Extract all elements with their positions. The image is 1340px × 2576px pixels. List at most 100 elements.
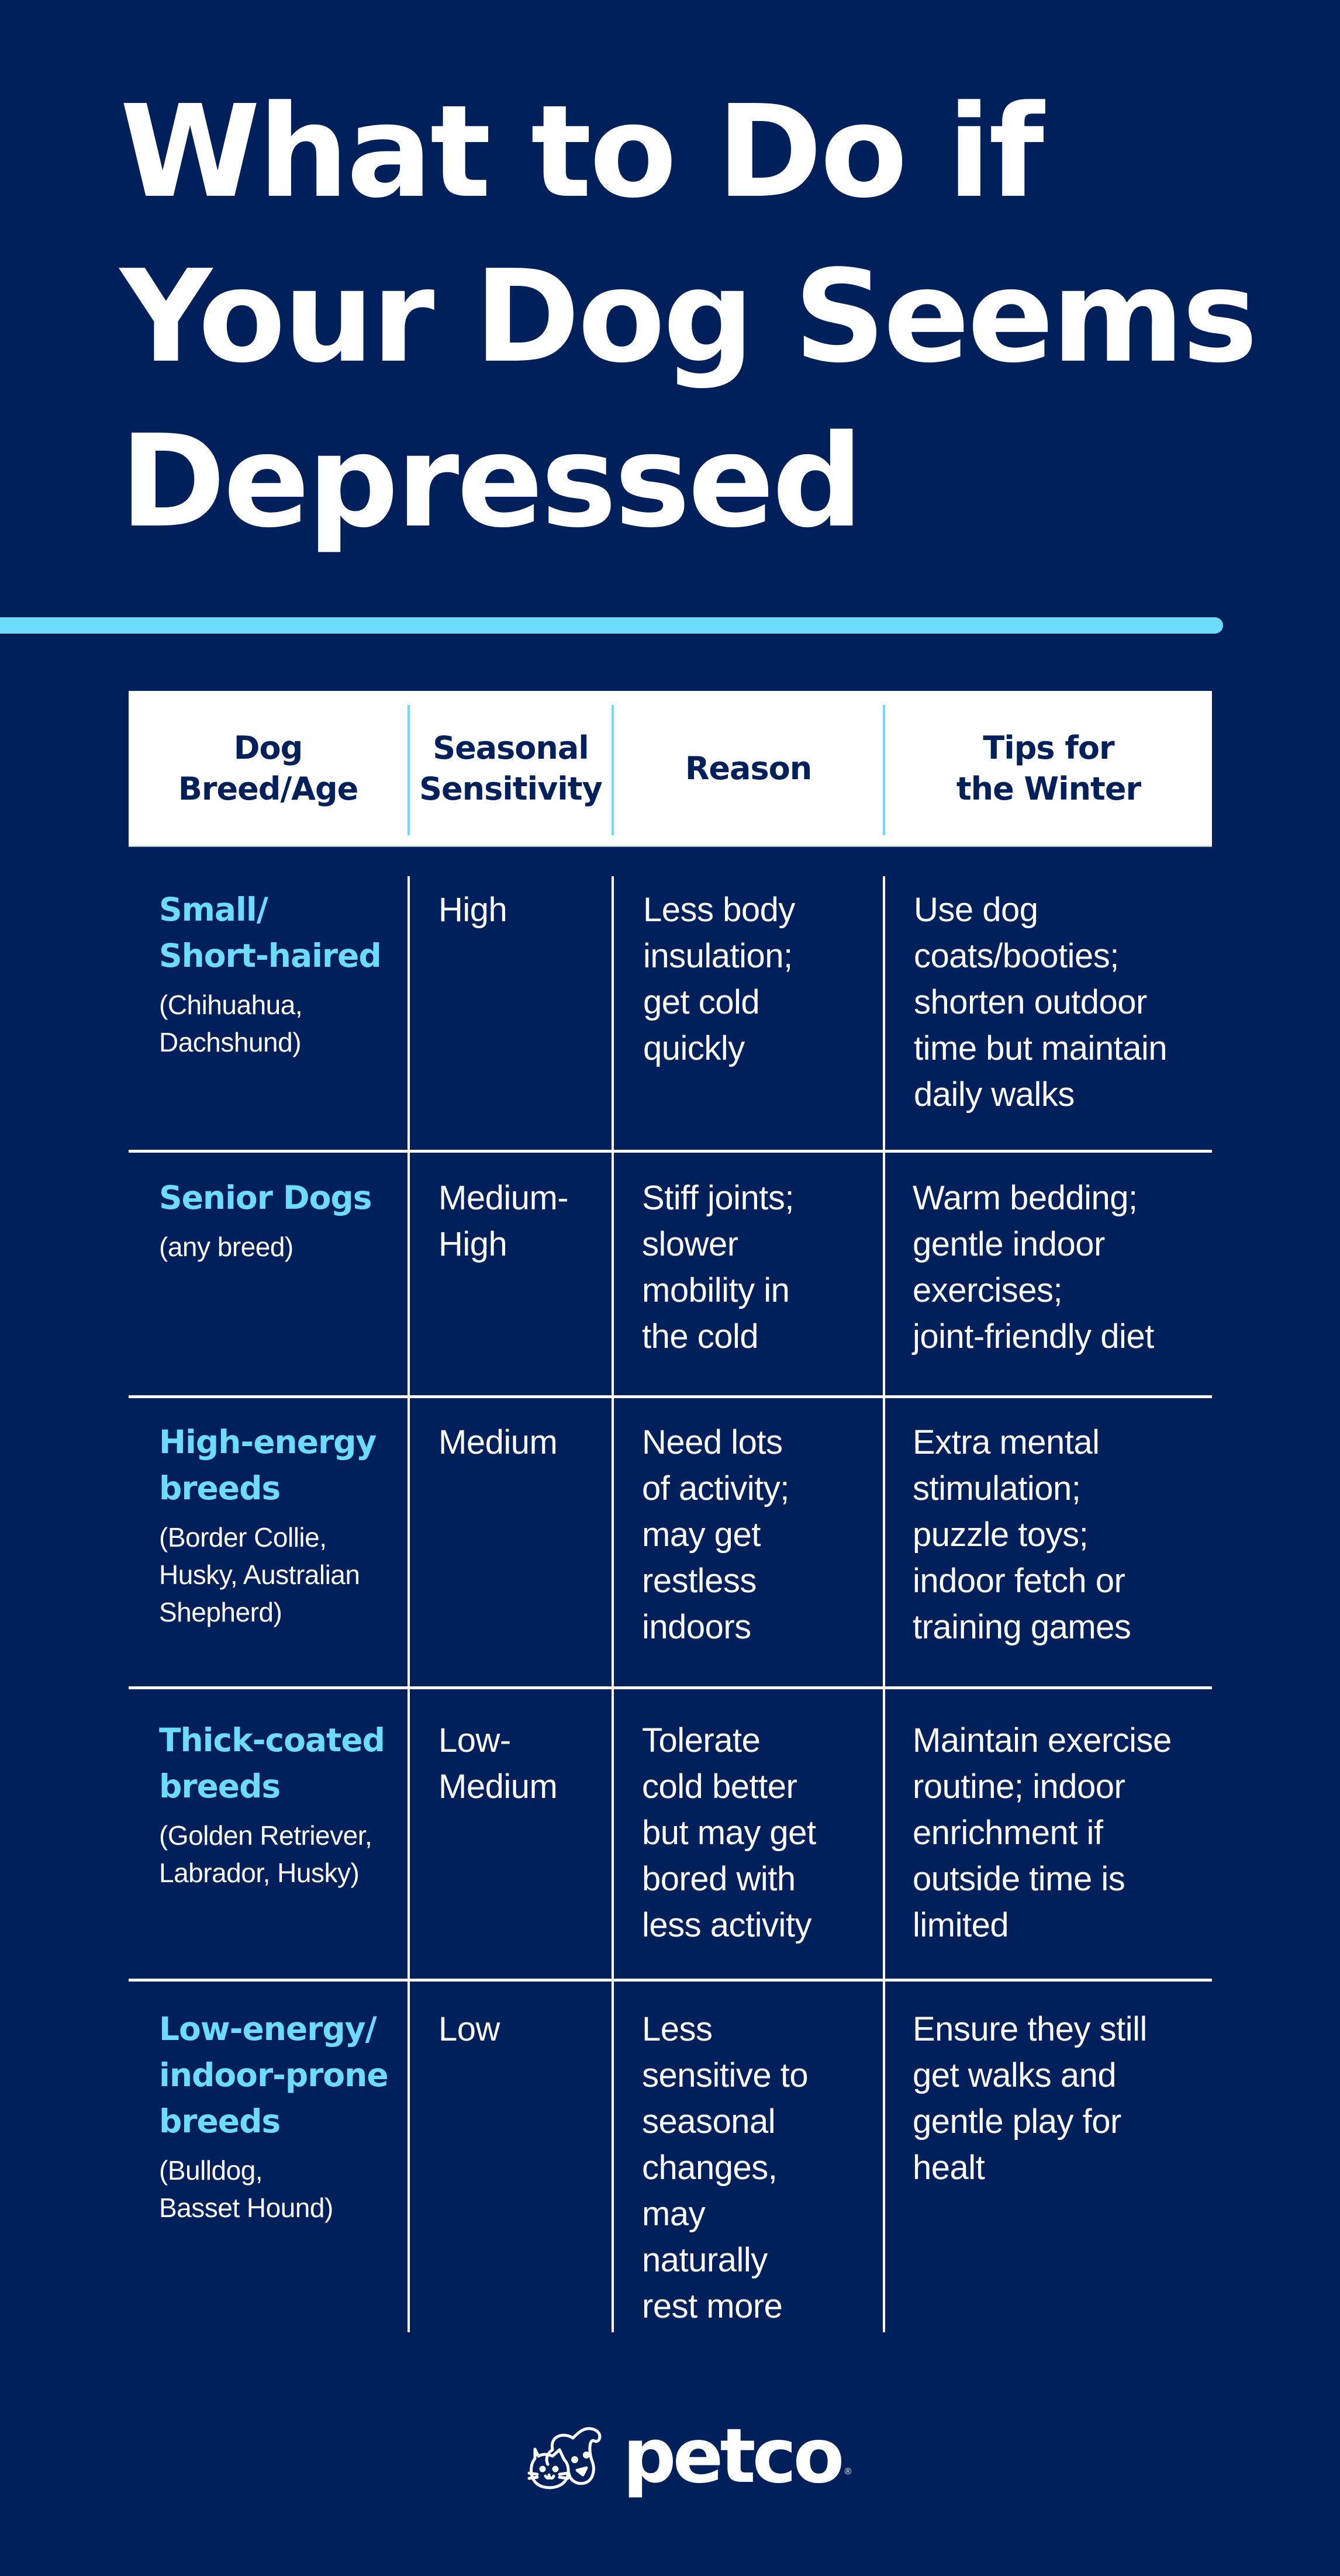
example-line: (any breed) [159, 1232, 293, 1262]
column-divider [612, 1689, 614, 1982]
tips-line: daily walks [914, 1076, 1075, 1114]
example-line: Basset Hound) [159, 2193, 333, 2223]
title-line: Depressed [120, 408, 864, 556]
sensitivity-cell: Low [438, 2006, 500, 2052]
title-line: Your Dog Seems [120, 243, 1258, 391]
header-divider [612, 705, 614, 835]
breed-cell: Senior Dogs (any breed) [159, 1175, 372, 1265]
tips-cell: Ensure they still get walks and gentle p… [913, 2006, 1147, 2191]
registered-mark: ® [844, 2467, 852, 2477]
breed-examples: (Chihuahua, Dachshund) [159, 986, 381, 1061]
reason-line: but may get [642, 1814, 816, 1852]
tips-line: outside time is [913, 1860, 1125, 1898]
table-body: Small/ Short-haired (Chihuahua, Dachshun… [129, 847, 1212, 2332]
column-divider [407, 1982, 410, 2332]
reason-line: slower [642, 1225, 738, 1263]
column-divider [883, 1689, 885, 1982]
page-title: What to Do if Your Dog Seems Depressed [120, 70, 1289, 565]
header-divider [883, 705, 885, 835]
table-row: Senior Dogs (any breed) Medium- High Sti… [129, 1153, 1212, 1398]
sensitivity-value: Low- [438, 1721, 511, 1759]
column-divider [407, 1153, 410, 1398]
reason-line: Need lots [642, 1423, 783, 1461]
header-text: Dog [233, 729, 303, 766]
tips-cell: Maintain exercise routine; indoor enrich… [913, 1717, 1172, 1948]
reason-line: insulation; [643, 937, 793, 975]
header-tips-for-winter: Tips for the Winter [885, 691, 1212, 846]
breed-name: breeds [159, 2103, 281, 2140]
tips-line: indoor fetch or [913, 1562, 1125, 1600]
reason-line: changes, [642, 2149, 778, 2187]
column-divider [407, 1398, 410, 1689]
row-divider [129, 1150, 1212, 1153]
reason-line: Less body [643, 891, 795, 929]
tips-line: Extra mental [913, 1423, 1100, 1461]
tips-line: gentle indoor [913, 1225, 1105, 1263]
example-line: (Chihuahua, [159, 990, 303, 1020]
tips-line: joint-friendly diet [913, 1318, 1154, 1356]
tips-line: Ensure they still [913, 2010, 1147, 2048]
example-line: Husky, Australian [159, 1560, 360, 1590]
winter-tips-table: Dog Breed/Age Seasonal Sensitivity Reaso… [129, 691, 1212, 2332]
column-divider [883, 1398, 885, 1689]
breed-cell: Small/ Short-haired (Chihuahua, Dachshun… [159, 887, 382, 1061]
sensitivity-cell: Low- Medium [438, 1717, 558, 1810]
example-line: Shepherd) [159, 1597, 282, 1627]
sensitivity-cell: Medium [438, 1419, 558, 1465]
tips-line: routine; indoor [913, 1768, 1125, 1806]
column-divider [883, 1982, 885, 2332]
reason-line: indoors [642, 1608, 751, 1646]
reason-cell: Need lots of activity; may get restless … [642, 1419, 789, 1650]
sensitivity-value: Medium- [438, 1179, 569, 1217]
breed-name: breeds [159, 1469, 281, 1507]
reason-line: cold better [642, 1768, 797, 1806]
column-divider [407, 876, 410, 1153]
tips-line: get walks and [913, 2056, 1117, 2094]
reason-line: Tolerate [642, 1721, 761, 1759]
reason-line: Less [642, 2010, 713, 2048]
column-divider [612, 876, 614, 1153]
tips-line: healt [913, 2149, 985, 2187]
reason-cell: Less body insulation; get cold quickly [643, 887, 795, 1071]
header-text: Reason [685, 749, 812, 787]
example-line: Labrador, Husky) [159, 1858, 360, 1888]
breed-cell: Low-energy/ indoor-prone breeds (Bulldog… [159, 2006, 389, 2226]
tips-cell: Use dog coats/booties; shorten outdoor t… [914, 887, 1168, 1118]
reason-line: Stiff joints; [642, 1179, 795, 1217]
reason-cell: Less sensitive to seasonal changes, may … [642, 2006, 809, 2329]
petco-logo: petco ® [523, 2419, 851, 2495]
header-seasonal-sensitivity: Seasonal Sensitivity [410, 691, 612, 846]
tips-cell: Warm bedding; gentle indoor exercises; j… [913, 1175, 1154, 1360]
table-row: Thick-coated breeds (Golden Retriever, L… [129, 1689, 1212, 1982]
reason-line: quickly [643, 1029, 745, 1067]
reason-cell: Stiff joints; slower mobility in the col… [642, 1175, 795, 1360]
tips-line: coats/booties; [914, 937, 1119, 975]
reason-line: the cold [642, 1318, 759, 1356]
table-row: Low-energy/ indoor-prone breeds (Bulldog… [129, 1982, 1212, 2332]
column-divider [612, 1153, 614, 1398]
sensitivity-cell: High [438, 887, 507, 933]
column-divider [883, 1153, 885, 1398]
header-text: Sensitivity [419, 770, 603, 807]
breed-name: Thick-coated [159, 1721, 385, 1759]
brand-wordmark: petco [623, 2413, 844, 2500]
breed-examples: (any breed) [159, 1228, 372, 1265]
table-row: High-energy breeds (Border Collie, Husky… [129, 1398, 1212, 1689]
breed-name: breeds [159, 1768, 281, 1805]
accent-divider [0, 617, 1223, 634]
sensitivity-value: High [438, 1225, 507, 1263]
reason-line: less activity [642, 1906, 812, 1944]
tips-line: puzzle toys; [913, 1516, 1089, 1554]
reason-line: rest more [642, 2287, 783, 2325]
reason-cell: Tolerate cold better but may get bored w… [642, 1717, 816, 1948]
table-row: Small/ Short-haired (Chihuahua, Dachshun… [129, 847, 1212, 1153]
tips-line: stimulation; [913, 1469, 1081, 1507]
header-text: the Winter [956, 770, 1141, 807]
header-divider [407, 705, 410, 835]
breed-name: Senior Dogs [159, 1179, 372, 1216]
tips-line: Maintain exercise [913, 1721, 1172, 1759]
reason-line: naturally [642, 2241, 768, 2279]
cat-and-dog-icon [523, 2418, 617, 2497]
reason-line: restless [642, 1562, 757, 1600]
example-line: Dachshund) [159, 1027, 302, 1057]
